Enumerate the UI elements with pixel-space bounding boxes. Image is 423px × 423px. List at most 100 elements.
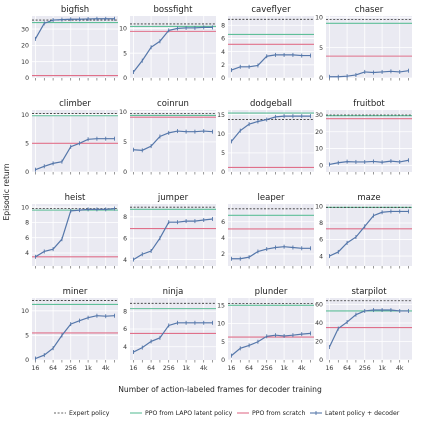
x-tick-label: 4k — [200, 365, 208, 372]
latent-series-line — [133, 218, 213, 261]
x-tick-label: 256 — [261, 365, 273, 372]
y-tick-label: 6 — [221, 36, 225, 43]
latent-series-line — [133, 322, 213, 353]
plot-area — [326, 16, 412, 78]
y-tick-label: 5 — [319, 45, 323, 52]
panel-title: miner — [63, 287, 88, 297]
panel-jumper: 4 6 8 jumper — [123, 193, 216, 269]
panel-title: bossfight — [154, 5, 194, 15]
x-axis-label: Number of action-labeled frames for deco… — [118, 385, 322, 394]
panel-heist: 4 6 8 10 heist — [21, 193, 118, 269]
x-tick-label: 64 — [147, 365, 155, 372]
x-tick-label: 256 — [65, 365, 77, 372]
y-tick-label: 8 — [123, 214, 127, 221]
plot-area — [228, 16, 314, 78]
plot-area — [228, 204, 314, 266]
panel-ninja: 4 6 8 16 64 256 1k 4k ninja — [123, 287, 216, 372]
y-tick-label: 0 — [221, 75, 225, 82]
y-tick-label: 4 — [25, 250, 29, 257]
panel-title: starpilot — [351, 287, 387, 297]
x-tick-label: 256 — [163, 365, 175, 372]
y-tick-label: 8 — [319, 220, 323, 227]
y-tick-label: 10 — [119, 26, 127, 33]
latent-series-line — [35, 207, 115, 258]
y-tick-label: 4 — [123, 257, 127, 264]
y-axis-label: Episodic return — [2, 163, 11, 220]
y-tick-label: 6 — [123, 326, 127, 333]
panel-bossfight: 0 5 10 bossfight — [119, 5, 216, 82]
x-tick-label: 1k — [280, 365, 288, 372]
y-tick-label: 4 — [123, 344, 127, 351]
panel-coinrun: 0 5 10 coinrun — [119, 99, 216, 176]
y-tick-label: 4 — [319, 253, 323, 260]
x-tick-label: 64 — [343, 365, 351, 372]
y-tick-label: 0 — [221, 357, 225, 364]
legend-label-scratch: PPO from scratch — [252, 410, 305, 417]
latent-series-line — [35, 315, 115, 360]
y-tick-label: 0 — [25, 169, 29, 176]
panel-plunder: 0 5 10 15 16 64 256 1k 4k plunder — [217, 287, 314, 372]
y-tick-label: 40 — [315, 320, 323, 327]
y-tick-label: 0 — [123, 75, 127, 82]
y-tick-label: 15 — [217, 112, 225, 119]
x-tick-label: 4k — [102, 365, 110, 372]
y-tick-label: 8 — [123, 308, 127, 315]
panel-title: leaper — [258, 193, 285, 203]
legend-label-expert: Expert policy — [69, 410, 110, 417]
y-tick-label: 10 — [315, 14, 323, 21]
y-tick-label: 20 — [21, 43, 29, 50]
panel-title: plunder — [255, 287, 288, 297]
panel-maze: 4 6 8 10 maze — [315, 193, 412, 269]
panel-title: bigfish — [61, 5, 89, 15]
panel-title: maze — [357, 193, 380, 203]
panel-starpilot: 0 20 40 60 16 64 256 1k 4k starpilot — [315, 287, 412, 372]
latent-series-line — [231, 246, 311, 260]
x-tick-label: 256 — [359, 365, 371, 372]
panel-title: dodgeball — [250, 99, 292, 109]
panel-title: climber — [59, 99, 91, 109]
y-tick-label: 2 — [221, 62, 225, 69]
y-tick-label: 30 — [315, 112, 323, 119]
legend-label-latent: Latent policy + decoder — [325, 410, 400, 417]
plot-area — [32, 204, 118, 266]
y-tick-label: 10 — [315, 146, 323, 153]
panel-caveflyer: 0 2 4 6 8 caveflyer — [221, 5, 314, 82]
y-tick-label: 15 — [217, 302, 225, 309]
plot-area — [228, 298, 314, 360]
y-tick-label: 60 — [315, 302, 323, 309]
latent-series-line — [231, 332, 311, 357]
plot-area — [326, 298, 412, 360]
y-tick-label: 0 — [319, 162, 323, 169]
x-tick-label: 64 — [49, 365, 57, 372]
y-tick-label: 0 — [123, 169, 127, 176]
x-tick-label: 1k — [378, 365, 386, 372]
panel-title: heist — [65, 193, 86, 203]
panel-title: chaser — [355, 5, 384, 15]
panel-dodgeball: 0 5 10 15 dodgeball — [217, 99, 314, 176]
y-tick-label: 0 — [319, 357, 323, 364]
latent-series-line — [132, 26, 213, 73]
y-tick-label: 5 — [221, 150, 225, 157]
y-tick-label: 6 — [221, 219, 225, 226]
y-tick-label: 10 — [21, 308, 29, 315]
plot-area — [32, 110, 118, 172]
y-tick-label: 5 — [123, 139, 127, 146]
y-tick-label: 8 — [221, 22, 225, 29]
panel-leaper: 2 4 6 leaper — [221, 193, 314, 269]
latent-series-line — [329, 70, 409, 78]
plot-area — [32, 298, 118, 360]
y-tick-label: 10 — [217, 131, 225, 138]
y-tick-label: 6 — [25, 235, 29, 242]
panel-title: jumper — [157, 193, 189, 203]
panel-bigfish: 0 10 20 30 bigfish — [21, 5, 118, 82]
y-tick-label: 10 — [21, 204, 29, 211]
y-tick-label: 4 — [221, 49, 225, 56]
x-tick-label: 4k — [298, 365, 306, 372]
y-tick-label: 10 — [21, 112, 29, 119]
legend-label-lapo: PPO from LAPO latent policy — [145, 410, 233, 417]
latent-series-line — [230, 115, 311, 142]
y-tick-label: 10 — [21, 59, 29, 66]
plot-area — [130, 204, 216, 266]
y-tick-label: 2 — [221, 251, 225, 258]
